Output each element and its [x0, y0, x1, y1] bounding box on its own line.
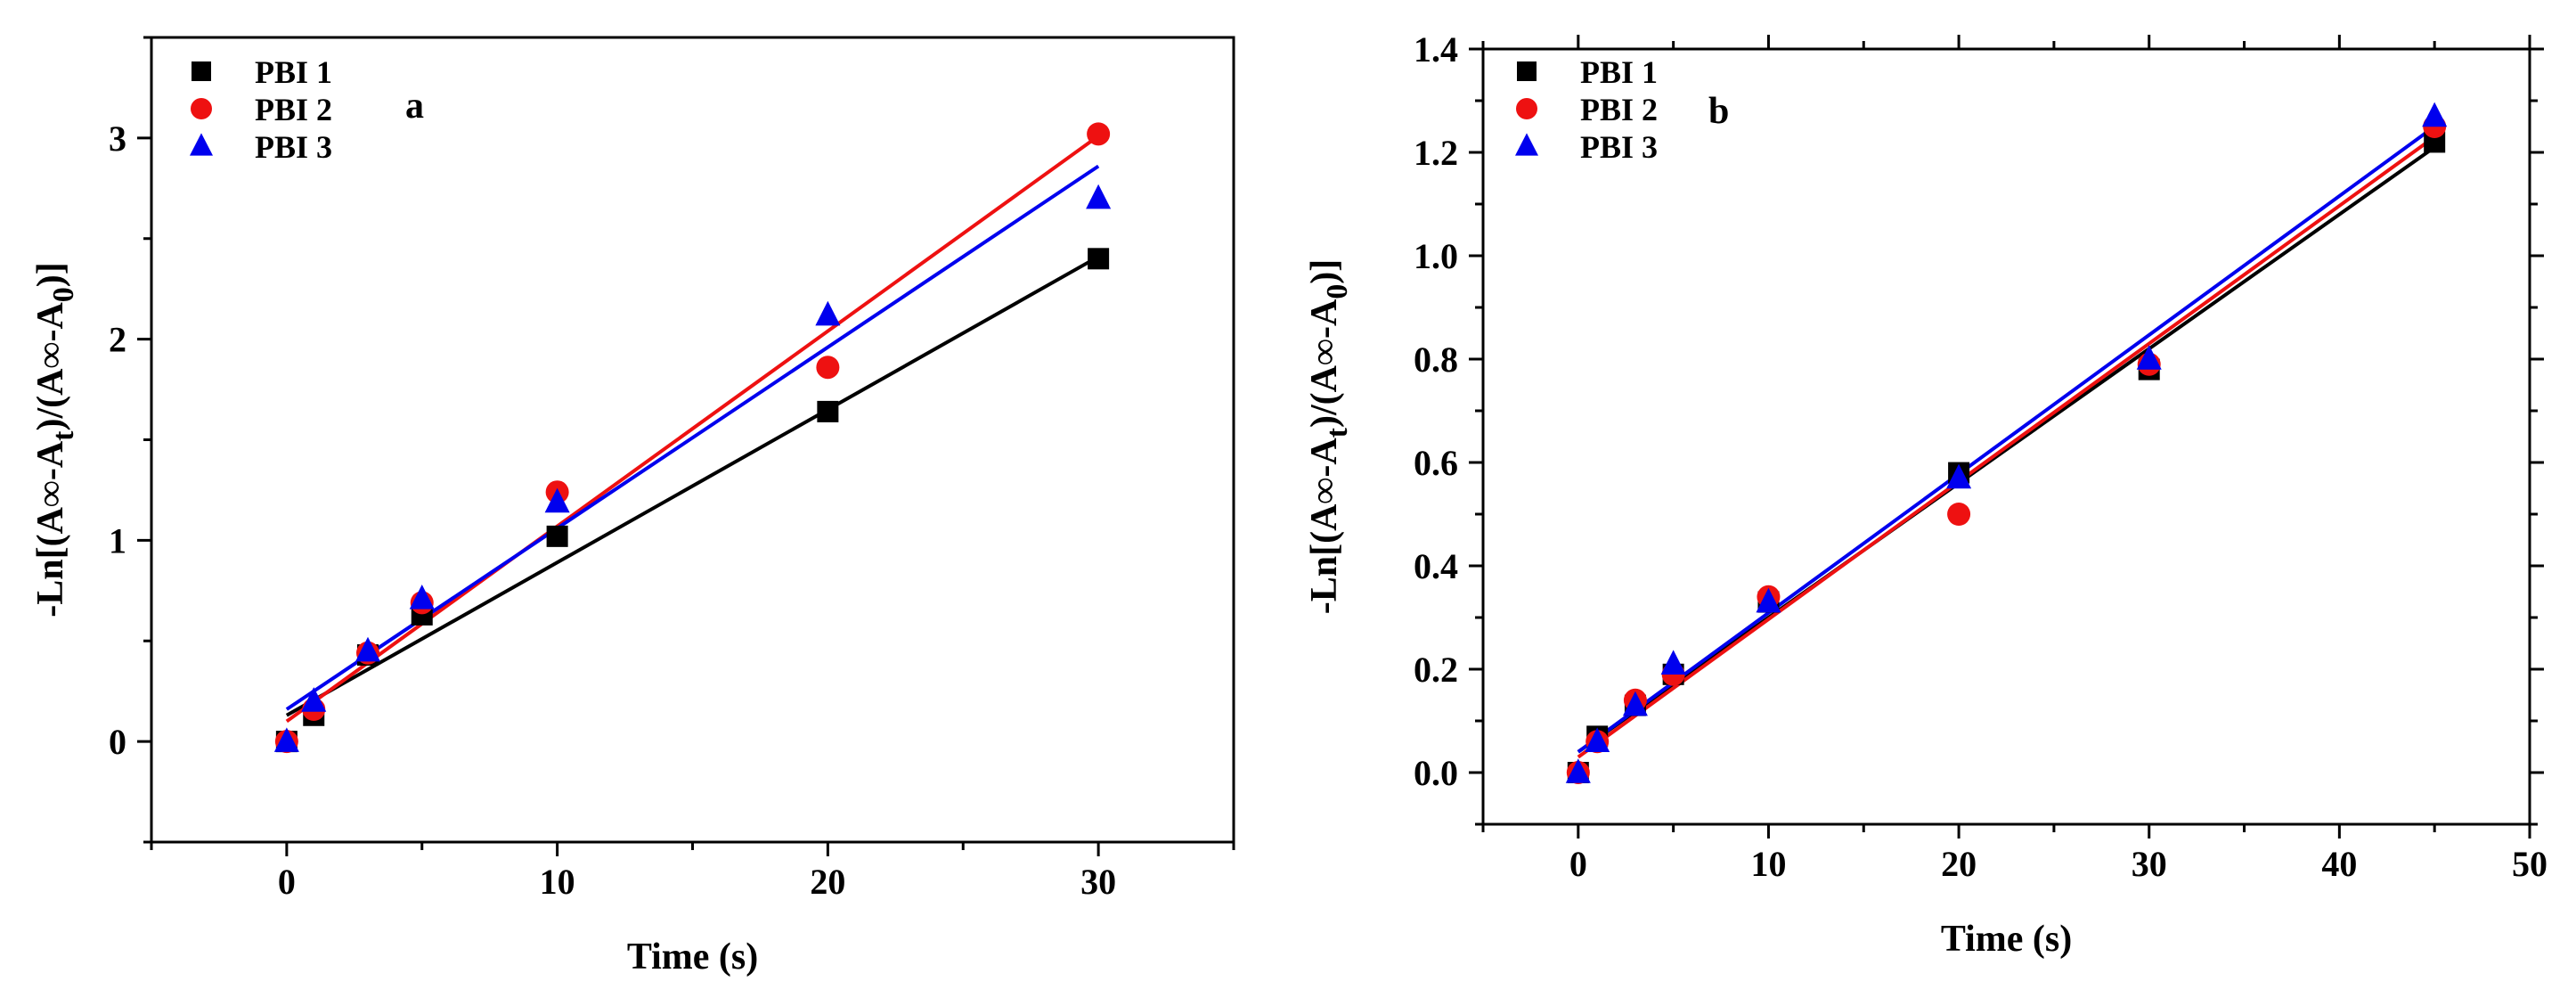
legend-marker-pbi-2 [191, 98, 212, 119]
y-title-mid: -A [1304, 438, 1345, 478]
y-title-mid: -A [30, 440, 71, 480]
x-tick-label: 20 [810, 862, 845, 902]
legend-label: PBI 1 [255, 54, 332, 90]
x-axis-title: Time (s) [1941, 919, 2072, 960]
data-point [546, 525, 568, 547]
legend-label: PBI 3 [1580, 129, 1658, 165]
x-tick-label: 10 [1750, 844, 1786, 884]
series-pbi-1 [275, 248, 1110, 753]
data-point [1086, 184, 1112, 209]
data-point [1756, 587, 1781, 613]
y-tick-label: 2 [109, 320, 126, 360]
data-point [1622, 691, 1648, 716]
data-point [1946, 463, 1972, 489]
x-tick-label: 20 [1941, 844, 1977, 884]
y-tick-label: 0.8 [1414, 339, 1458, 380]
data-point [355, 636, 380, 662]
y-title-sub_t: t [1321, 427, 1354, 438]
data-point [2422, 102, 2448, 127]
legend-label: PBI 2 [255, 92, 332, 127]
data-point [1088, 248, 1110, 270]
data-point [544, 487, 570, 513]
x-tick-label: 10 [540, 862, 575, 902]
y-axis-title: -Ln[(A∞-At)/(A∞-A0)] [1304, 259, 1354, 615]
legend-marker-pbi-1 [192, 61, 211, 81]
y-title-post: )] [1304, 259, 1345, 284]
y-title-mid2: )/(A [1304, 364, 1345, 428]
x-tick-label: 50 [2512, 844, 2547, 884]
data-point [1565, 758, 1591, 783]
legend-label: PBI 2 [1580, 92, 1658, 127]
chart-panel-b: 0 10 20 30 40 50 0.0 0.2 0.4 0.6 0.8 1.0 1.2 1.4 Time … [1304, 29, 2547, 960]
y-tick-label: 1.4 [1414, 29, 1458, 70]
y-title-inf: ∞ [1304, 478, 1345, 504]
y-tick-label: 1.2 [1414, 133, 1458, 173]
legend-marker-pbi-3 [190, 133, 213, 156]
fit-line-pbi-3 [1577, 125, 2436, 754]
x-tick-label: 0 [1569, 844, 1587, 884]
y-title-sub_t: t [47, 430, 80, 441]
series-pbi-3 [273, 184, 1112, 752]
x-tick-label: 30 [1080, 862, 1116, 902]
legend-label: PBI 1 [1580, 54, 1658, 90]
data-point [409, 585, 435, 609]
data-point [815, 300, 841, 326]
y-title-mid3: -A [1304, 299, 1345, 339]
y-title-pre: -Ln[(A [1304, 503, 1345, 614]
y-title-pre: -Ln[(A [30, 506, 71, 617]
legend-marker-pbi-2 [1516, 98, 1537, 119]
y-tick-label: 0.0 [1414, 753, 1458, 793]
y-title-post: )] [30, 262, 71, 287]
y-title-inf2: ∞ [30, 342, 71, 369]
y-tick-label: 0 [109, 722, 126, 762]
fit-line-pbi-2 [1577, 135, 2436, 759]
data-point [1660, 650, 1686, 675]
x-tick-label: 0 [278, 862, 296, 902]
data-point [273, 727, 299, 752]
legend-marker-pbi-3 [1515, 133, 1538, 156]
y-title-inf: ∞ [30, 480, 71, 507]
legend-label: PBI 3 [255, 129, 332, 165]
fit-line-pbi-3 [285, 164, 1100, 711]
series-pbi-1 [1567, 131, 2446, 783]
y-axis-title: -Ln[(A∞-At)/(A∞-A0)] [30, 262, 80, 618]
x-axis-title: Time (s) [627, 937, 758, 978]
data-point [816, 356, 840, 380]
y-title-inf2: ∞ [1304, 339, 1345, 365]
fit-line-pbi-2 [285, 134, 1100, 724]
y-title-sub_0: 0 [1321, 284, 1354, 299]
y-tick-label: 1 [109, 520, 126, 560]
y-title-mid2: )/(A [30, 368, 71, 431]
data-point [1947, 503, 1971, 526]
y-tick-label: 0.6 [1414, 443, 1458, 483]
legend-marker-pbi-1 [1517, 61, 1537, 81]
data-point [817, 400, 839, 422]
data-point [1585, 727, 1610, 752]
plot-frame [1481, 47, 2531, 826]
fit-line-pbi-1 [285, 255, 1100, 717]
y-tick-label: 0.2 [1414, 650, 1458, 690]
x-tick-label: 30 [2132, 844, 2167, 884]
y-tick-label: 0.4 [1414, 546, 1458, 586]
x-tick-label: 40 [2321, 844, 2357, 884]
panel-letter: b [1708, 91, 1729, 132]
y-tick-label: 1.0 [1414, 236, 1458, 276]
data-point [301, 687, 327, 712]
y-tick-label: 3 [109, 119, 126, 159]
series-pbi-3 [1565, 102, 2448, 783]
data-point [2136, 345, 2162, 370]
data-point [1087, 122, 1111, 146]
y-title-mid3: -A [30, 302, 71, 342]
panel-letter: a [405, 86, 424, 127]
y-title-sub_0: 0 [47, 287, 80, 302]
fit-line-pbi-1 [1577, 145, 2436, 754]
